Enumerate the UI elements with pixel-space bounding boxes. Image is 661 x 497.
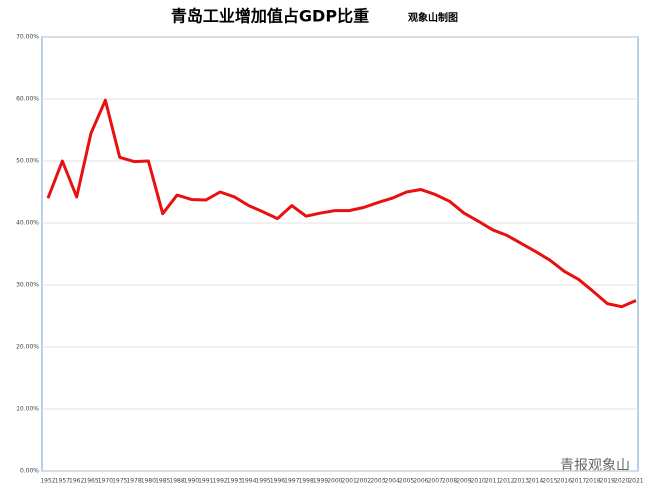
x-tick-label: 2009 [456,478,471,485]
x-tick-label: 1998 [299,478,314,485]
y-tick-label: 40.00% [16,220,39,227]
x-tick-label: 2005 [399,478,414,485]
x-tick-label: 2000 [327,478,342,485]
x-tick-label: 2016 [557,478,572,485]
x-tick-label: 2007 [428,478,443,485]
x-tick-label: 1995 [255,478,270,485]
x-tick-label: 2010 [471,478,486,485]
x-tick-label: 2014 [528,478,543,485]
x-tick-label: 1952 [40,478,55,485]
chart-subtitle: 观象山制图 [408,11,458,24]
y-tick-label: 70.00% [16,34,39,41]
x-tick-label: 1965 [83,478,98,485]
x-tick-label: 2018 [585,478,600,485]
x-tick-label: 1970 [98,478,113,485]
x-tick-label: 1996 [270,478,285,485]
x-tick-label: 2001 [342,478,357,485]
x-tick-label: 1980 [141,478,156,485]
x-tick-label: 2003 [370,478,385,485]
x-tick-label: 2002 [356,478,371,485]
x-tick-label: 1992 [212,478,227,485]
y-tick-label: 0.00% [20,468,39,475]
y-tick-label: 30.00% [16,282,39,289]
y-tick-label: 50.00% [16,158,39,165]
x-tick-label: 1962 [69,478,84,485]
x-tick-label: 2004 [385,478,400,485]
x-tick-label: 1957 [55,478,70,485]
y-tick-label: 60.00% [16,96,39,103]
x-tick-label: 2011 [485,478,500,485]
watermark: 青报观象山 [560,458,630,474]
x-tick-label: 1990 [184,478,199,485]
x-tick-label: 1993 [227,478,242,485]
x-tick-label: 1994 [241,478,256,485]
x-tick-label: 2021 [628,478,643,485]
x-tick-label: 2013 [514,478,529,485]
x-tick-label: 1997 [284,478,299,485]
y-tick-label: 10.00% [16,406,39,413]
x-tick-label: 1985 [155,478,170,485]
x-tick-label: 2015 [542,478,557,485]
x-tick-label: 1991 [198,478,213,485]
x-tick-label: 2008 [442,478,457,485]
chart-title: 青岛工业增加值占GDP比重 [171,7,369,26]
y-tick-label: 20.00% [16,344,39,351]
x-tick-label: 1999 [313,478,328,485]
x-tick-label: 2012 [499,478,514,485]
x-tick-label: 1988 [169,478,184,485]
x-tick-label: 2017 [571,478,586,485]
x-tick-label: 1975 [112,478,127,485]
x-tick-label: 2006 [413,478,428,485]
data-line [46,98,637,309]
x-tick-label: 2019 [600,478,615,485]
x-tick-label: 2020 [614,478,629,485]
x-tick-label: 1978 [126,478,141,485]
